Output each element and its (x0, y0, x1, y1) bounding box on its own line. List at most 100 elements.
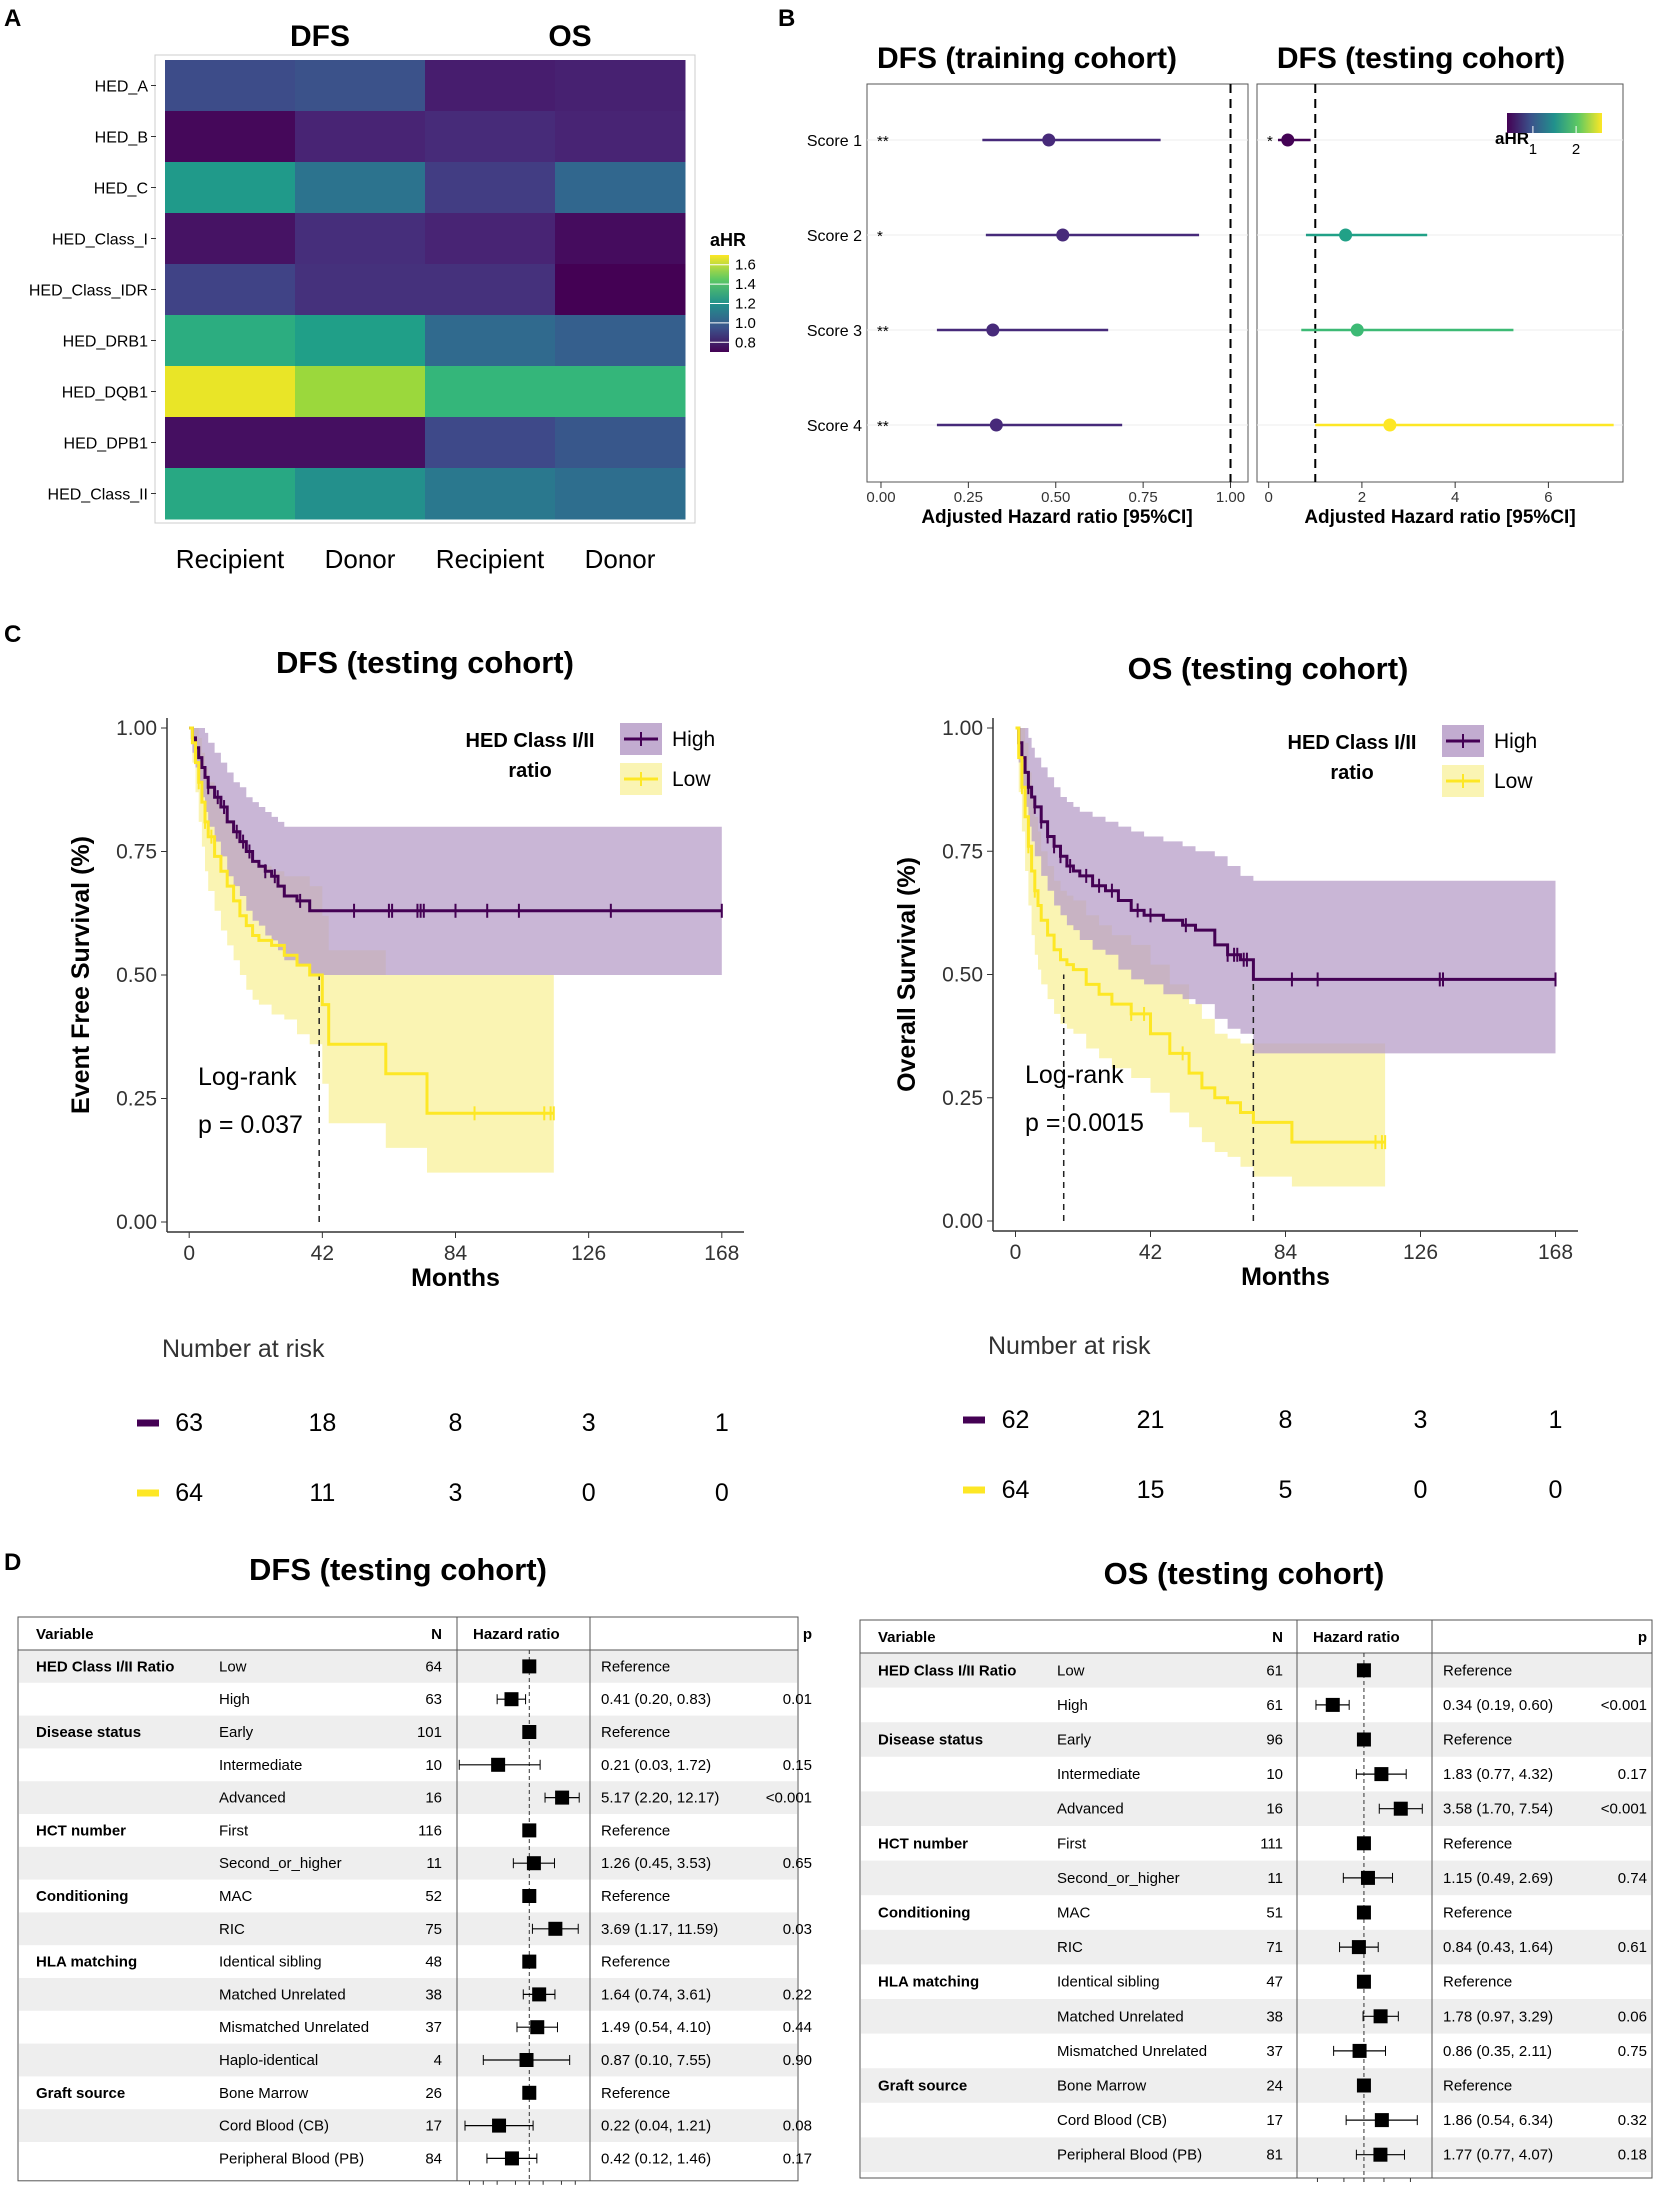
forest-significance-mark: * (877, 228, 883, 245)
forest-table-estimate (526, 1856, 541, 1871)
heatmap-cell (425, 60, 556, 112)
km-y-axis-label: Overall Survival (%) (893, 857, 921, 1092)
forest-table-n: 48 (425, 1954, 442, 1971)
heatmap-cell (165, 213, 296, 265)
risk-table-title: Number at risk (988, 1332, 1151, 1360)
heatmap-cell (425, 315, 556, 367)
forest-table-estimate (1374, 2113, 1389, 2128)
forest-table-level-label: High (219, 1691, 250, 1708)
km-x-tick-label: 168 (1538, 1241, 1573, 1264)
km-legend-title-2: ratio (508, 760, 551, 782)
forest-table-level-label: Intermediate (1057, 1766, 1140, 1783)
forest-table-estimate-text: 1.77 (0.77, 4.07) (1443, 2147, 1553, 2164)
forest-table-estimate (522, 1725, 537, 1739)
forest-table-n: 81 (1266, 2147, 1283, 2164)
forest-table-estimate-text: Reference (601, 1888, 670, 1905)
forest-table-estimate-text: 3.58 (1.70, 7.54) (1443, 1801, 1553, 1818)
km-legend-label-high: High (672, 728, 715, 751)
forest-table-estimate-text: 1.64 (0.74, 3.61) (601, 1986, 711, 2003)
km-x-tick-label: 126 (571, 1242, 606, 1265)
forest-table-p-value: 0.44 (783, 2019, 812, 2036)
risk-table-cell: 8 (449, 1409, 463, 1437)
forest-table-n: 24 (1266, 2078, 1283, 2095)
panel-letter-d: D (4, 1549, 21, 1576)
km-x-tick-label: 84 (1274, 1241, 1298, 1264)
heatmap-cell (555, 315, 686, 367)
forest-panel: DFS (training cohort) DFS (testing cohor… (807, 42, 1624, 528)
forest-table-level-label: Bone Marrow (1057, 2078, 1146, 2095)
heatmap-panel: DFS OS HED_A HED_B HED_C HED_Class_I HED_Cla… (29, 20, 756, 574)
forest-table-level-label: Cord Blood (CB) (1057, 2112, 1167, 2129)
forest-table-estimate-text: 1.78 (0.97, 3.29) (1443, 2008, 1553, 2025)
heatmap-row-label: HED_Class_I (52, 232, 148, 249)
forest-table-p-value: 0.17 (1618, 1766, 1647, 1783)
forest-table-estimate (522, 1954, 537, 1969)
forest-table-header-p: p (1638, 1629, 1647, 1646)
forest-table-n: 84 (425, 2150, 442, 2167)
km-y-tick-label: 0.25 (942, 1087, 983, 1110)
forest-table-n: 52 (425, 1888, 442, 1905)
forest-frame-training (866, 83, 1249, 483)
risk-table-cell: 11 (309, 1479, 335, 1507)
forest-table-n: 61 (1266, 1662, 1283, 1679)
forest-table-stripe (19, 1978, 797, 2011)
forest-table-estimate (1374, 1767, 1389, 1782)
forest-table-estimate (532, 1987, 547, 2002)
forest-table-estimate-text: 0.87 (0.10, 7.55) (601, 2052, 711, 2069)
forest-x-tick-label: 0.75 (1129, 489, 1158, 506)
forest-table-group-label: Conditioning (878, 1905, 970, 1922)
forest-table-level-label: MAC (1057, 1905, 1091, 1922)
forest-table-group-label: Disease status (36, 1724, 141, 1741)
heatmap-cell (555, 162, 686, 214)
km-y-axis-label: Event Free Survival (%) (67, 836, 95, 1114)
risk-table-cell: 8 (1279, 1406, 1293, 1434)
heatmap-cell (555, 213, 686, 265)
forest-table-estimate-text: Reference (601, 1658, 670, 1675)
heatmap-legend-tick-label: 1.4 (735, 276, 756, 293)
risk-table-cell: 0 (1414, 1476, 1428, 1504)
km-logrank-label: Log-rank (198, 1063, 297, 1091)
forest-table-stripe (19, 1781, 797, 1814)
forest-table-estimate-text: 1.49 (0.54, 4.10) (601, 2019, 711, 2036)
heatmap-cell (295, 213, 426, 265)
heatmap-cell (165, 111, 296, 163)
forest-table-estimate (522, 2085, 537, 2100)
panel-letter-b: B (778, 5, 795, 32)
heatmap-row-label: HED_DRB1 (63, 334, 148, 351)
forest-table-p-value: <0.001 (766, 1790, 812, 1807)
forest-table-header-hazard-ratio: Hazard ratio (473, 1626, 560, 1643)
heatmap-cell (425, 417, 556, 469)
forest-table-estimate (1356, 2078, 1371, 2093)
forest-table-level-label: Bone Marrow (219, 2085, 308, 2102)
forest-table-stripe (861, 1999, 1651, 2034)
heatmap-group-label-dfs: DFS (290, 20, 350, 53)
forest-table-stripe (19, 1912, 797, 1946)
forest-table-n: 11 (1267, 1870, 1283, 1887)
forest-table-estimate-text: Reference (1443, 1905, 1512, 1922)
forest-table-n: 63 (425, 1691, 442, 1708)
forest-xlabel-testing: Adjusted Hazard ratio [95%CI] (1304, 507, 1575, 528)
forest-table-estimate (1351, 1940, 1366, 1955)
forest-table-n: 101 (417, 1724, 442, 1741)
forest-table-n: 75 (425, 1921, 442, 1938)
forest-table-estimate (491, 1757, 506, 1772)
forest-table-stripe (861, 1929, 1651, 1965)
heatmap-cell (295, 366, 426, 418)
km-y-tick-label: 0.25 (116, 1088, 157, 1111)
forest-table-n: 17 (425, 2118, 442, 2135)
risk-table-cell: 5 (1279, 1476, 1293, 1504)
km-confidence-band-high (1015, 728, 1556, 1054)
heatmap-cell (425, 468, 556, 520)
risk-table-cell: 1 (1549, 1406, 1563, 1434)
forest-table-estimate-text: Reference (601, 2085, 670, 2102)
forest-table-estimate-text: Reference (1443, 2078, 1512, 2095)
forest-table-p-value: 0.74 (1618, 1870, 1647, 1887)
forest-significance-mark: ** (877, 133, 889, 150)
forest-table-level-label: Intermediate (219, 1757, 302, 1774)
km-y-tick-label: 0.75 (942, 840, 983, 863)
km-x-tick-label: 126 (1403, 1241, 1438, 1264)
risk-table-cell: 3 (582, 1409, 596, 1437)
forest-table-level-label: First (1057, 1835, 1087, 1852)
forest-table-estimate (555, 1790, 570, 1805)
forest-point (1339, 228, 1353, 242)
